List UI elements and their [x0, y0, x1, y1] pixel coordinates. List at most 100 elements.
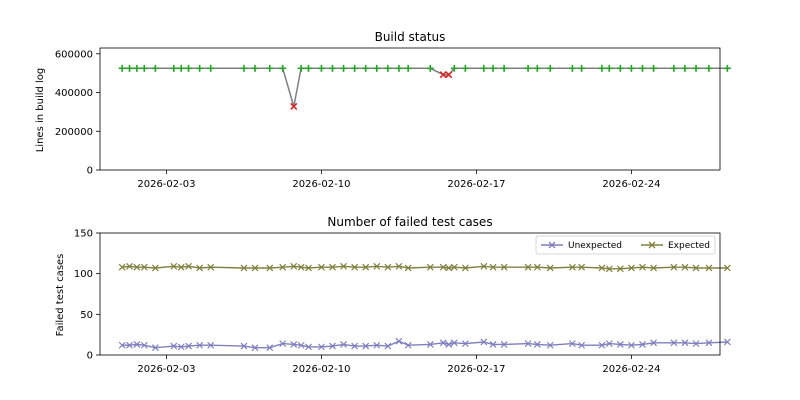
- y-tick-label: 0: [87, 351, 93, 362]
- pass-marker: [404, 64, 412, 72]
- point-expected: [240, 264, 248, 272]
- point-unexpected: [196, 341, 204, 349]
- y-tick-label: 400000: [55, 88, 93, 99]
- point-expected: [118, 263, 126, 271]
- point-expected: [578, 263, 586, 271]
- x-tick-label: 2026-02-24: [602, 364, 660, 375]
- axis-ticks: 2026-02-03 2026-02-10 2026-02-17 2026-02-24…: [55, 49, 661, 190]
- pass-marker: [578, 64, 586, 72]
- point-expected: [524, 263, 532, 271]
- point-expected: [450, 263, 458, 271]
- point-unexpected: [170, 342, 178, 350]
- legend-marker: [548, 241, 556, 249]
- point-expected: [207, 263, 215, 271]
- point-expected: [628, 264, 635, 272]
- x-tick-label: 2026-02-03: [137, 364, 195, 375]
- point-unexpected: [126, 341, 133, 349]
- y-axis-label: Lines in build log: [35, 68, 46, 153]
- point-expected: [395, 262, 403, 270]
- y-axis-label: Failed test cases: [55, 254, 66, 337]
- pass-marker: [251, 64, 259, 72]
- point-unexpected: [533, 341, 541, 348]
- point-unexpected: [384, 342, 392, 350]
- point-expected: [126, 262, 133, 270]
- axes-frame: [99, 47, 721, 171]
- plot-area: [118, 262, 731, 352]
- pass-marker: [692, 64, 700, 72]
- legend-label: Expected: [668, 241, 710, 251]
- point-unexpected: [628, 341, 635, 349]
- point-unexpected: [177, 343, 185, 351]
- point-expected: [279, 263, 287, 271]
- pass-marker: [329, 64, 336, 72]
- pass-marker: [362, 64, 370, 72]
- point-unexpected: [524, 340, 532, 348]
- point-expected: [692, 264, 700, 272]
- point-unexpected: [133, 341, 141, 348]
- point-unexpected: [616, 341, 624, 348]
- chart-title: Build status: [375, 30, 446, 44]
- pass-marker: [639, 64, 646, 72]
- point-expected: [489, 263, 497, 271]
- y-tick-label: 600000: [55, 49, 93, 60]
- point-unexpected: [140, 341, 148, 349]
- point-expected: [500, 263, 508, 271]
- pass-marker: [450, 64, 458, 72]
- point-unexpected: [578, 341, 586, 349]
- point-unexpected: [489, 341, 497, 348]
- legend-item-expected: Expected: [641, 241, 710, 251]
- pass-marker: [140, 64, 148, 72]
- pass-marker: [297, 64, 305, 72]
- pass-marker: [533, 64, 541, 72]
- y-tick-label: 50: [80, 310, 93, 321]
- pass-marker: [266, 64, 274, 72]
- y-tick-label: 200000: [55, 127, 93, 138]
- point-unexpected: [598, 341, 606, 349]
- point-expected: [177, 263, 185, 271]
- pass-marker: [279, 64, 287, 72]
- point-unexpected: [650, 339, 657, 347]
- pass-marker: [650, 64, 658, 72]
- pass-marker: [461, 64, 469, 72]
- point-unexpected: [351, 342, 359, 350]
- point-expected: [439, 263, 447, 271]
- point-unexpected: [546, 341, 554, 349]
- y-tick-label: 100: [74, 269, 93, 280]
- point-unexpected: [705, 339, 713, 347]
- point-expected: [185, 262, 192, 270]
- pass-marker: [170, 64, 178, 72]
- point-unexpected: [297, 341, 305, 349]
- pass-marker: [605, 64, 613, 72]
- pass-marker: [568, 64, 576, 72]
- fail-marker: [439, 71, 447, 79]
- legend-label: Unexpected: [568, 241, 622, 251]
- point-expected: [639, 263, 646, 271]
- point-unexpected: [404, 341, 412, 349]
- point-unexpected: [305, 343, 312, 351]
- point-expected: [384, 263, 392, 271]
- pass-marker: [207, 64, 215, 72]
- y-tick-label: 0: [87, 166, 93, 177]
- legend: Unexpected Expected: [535, 235, 716, 255]
- point-unexpected: [670, 339, 678, 347]
- series-line-expected: [122, 265, 728, 270]
- legend-box: [535, 235, 716, 255]
- point-unexpected: [639, 341, 646, 348]
- fail-marker: [445, 71, 453, 79]
- point-expected: [426, 263, 434, 271]
- point-expected: [140, 263, 148, 271]
- point-expected: [681, 263, 689, 271]
- y-tick-label: 150: [74, 229, 93, 240]
- plot-area: [118, 64, 731, 111]
- point-unexpected: [568, 340, 576, 348]
- point-expected: [404, 264, 412, 272]
- pass-marker: [480, 64, 488, 72]
- point-unexpected: [207, 341, 215, 349]
- pass-marker: [240, 64, 248, 72]
- point-unexpected: [329, 342, 336, 350]
- pass-marker: [546, 64, 554, 72]
- point-expected: [616, 265, 624, 273]
- x-tick-label: 2026-02-10: [292, 364, 350, 375]
- pass-marker: [489, 64, 497, 72]
- x-tick-label: 2026-02-17: [447, 364, 505, 375]
